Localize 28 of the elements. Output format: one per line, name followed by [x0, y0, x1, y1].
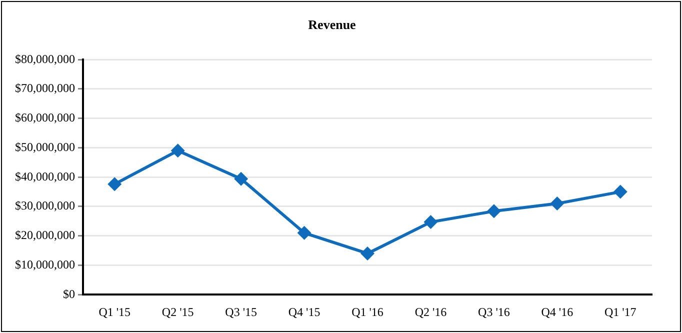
- y-tick-label: $20,000,000: [15, 228, 75, 242]
- y-tick-label: $30,000,000: [15, 198, 75, 213]
- x-tick-label: Q3 '15: [225, 304, 257, 319]
- y-tick-label: $0: [63, 286, 75, 301]
- x-tick-label: Q3 '16: [478, 304, 510, 319]
- point: [486, 204, 501, 218]
- x-tick-label: Q4 '15: [288, 304, 320, 319]
- x-tick-label: Q2 '15: [162, 304, 194, 319]
- point: [170, 144, 185, 158]
- point: [550, 196, 564, 211]
- point: [234, 172, 248, 186]
- x-tick-label: Q2 '16: [414, 304, 447, 319]
- y-tick-label: $10,000,000: [15, 257, 75, 272]
- point: [108, 177, 122, 192]
- x-tick-label: Q4 '16: [541, 304, 574, 319]
- point: [424, 215, 438, 230]
- x-tick-label: Q1 '16: [352, 304, 384, 319]
- x-tick-label: Q1 '15: [98, 304, 131, 319]
- point: [360, 246, 374, 260]
- chart-title: Revenue: [308, 17, 356, 32]
- y-tick-label: $60,000,000: [15, 110, 75, 125]
- y-tick-label: $80,000,000: [15, 52, 75, 66]
- point: [613, 184, 628, 199]
- y-tick-label: $50,000,000: [15, 140, 75, 154]
- y-tick-label: $70,000,000: [15, 81, 75, 96]
- x-tick-label: Q1 '17: [604, 304, 636, 319]
- y-tick-label: $40,000,000: [15, 169, 75, 184]
- point: [297, 226, 312, 240]
